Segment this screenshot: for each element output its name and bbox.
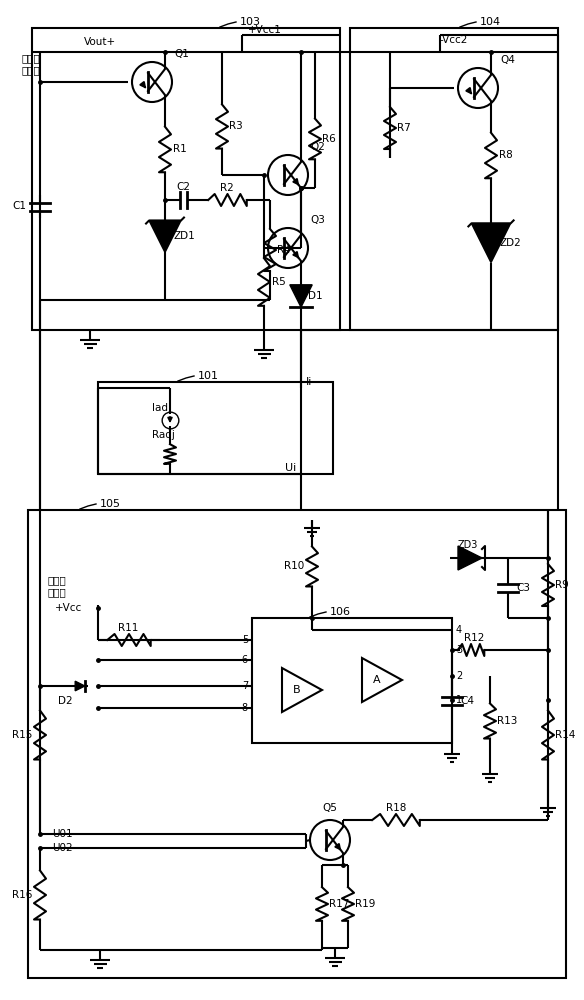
Bar xyxy=(252,618,452,743)
Text: R15: R15 xyxy=(12,730,32,740)
Bar xyxy=(350,28,558,330)
Text: 1: 1 xyxy=(456,695,462,705)
Text: U01: U01 xyxy=(52,829,72,839)
Text: R10: R10 xyxy=(284,561,304,571)
Text: C4: C4 xyxy=(460,696,474,706)
Text: 5: 5 xyxy=(242,635,248,645)
Bar xyxy=(98,382,333,474)
Text: Q3: Q3 xyxy=(310,215,325,225)
Text: 104: 104 xyxy=(480,17,501,27)
Text: R8: R8 xyxy=(499,150,513,160)
Text: D1: D1 xyxy=(308,291,322,301)
Text: Vout+: Vout+ xyxy=(84,37,116,47)
Text: 103: 103 xyxy=(240,17,261,27)
Text: 4: 4 xyxy=(456,625,462,635)
Text: Ui: Ui xyxy=(285,463,296,473)
Bar xyxy=(28,510,566,978)
Text: R17: R17 xyxy=(329,899,349,909)
Text: 2: 2 xyxy=(456,671,463,681)
Text: 7: 7 xyxy=(242,681,248,691)
Text: R14: R14 xyxy=(555,730,575,740)
Text: R3: R3 xyxy=(229,121,243,131)
Text: U02: U02 xyxy=(52,843,72,853)
Text: ZD2: ZD2 xyxy=(499,238,521,248)
Text: 101: 101 xyxy=(198,371,219,381)
Text: +Vcc: +Vcc xyxy=(55,603,82,613)
Text: R13: R13 xyxy=(497,716,517,726)
Text: ZD1: ZD1 xyxy=(173,231,194,241)
Text: Radj: Radj xyxy=(152,430,175,440)
Text: R16: R16 xyxy=(12,890,32,900)
Text: 流电源: 流电源 xyxy=(22,65,41,75)
Polygon shape xyxy=(290,285,312,307)
Text: 106: 106 xyxy=(330,607,351,617)
Text: Iadj: Iadj xyxy=(152,403,171,413)
Text: R1: R1 xyxy=(173,144,187,154)
Text: R2: R2 xyxy=(220,183,234,193)
Text: Q5: Q5 xyxy=(322,803,338,813)
Text: A: A xyxy=(373,675,381,685)
Text: Ii: Ii xyxy=(306,377,312,387)
Text: R4: R4 xyxy=(277,245,291,255)
Text: 8: 8 xyxy=(242,703,248,713)
Text: D2: D2 xyxy=(58,696,72,706)
Text: -Vcc2: -Vcc2 xyxy=(440,35,468,45)
Text: 来自整: 来自整 xyxy=(22,53,41,63)
Text: R7: R7 xyxy=(397,123,411,133)
Text: R18: R18 xyxy=(386,803,406,813)
Text: R9: R9 xyxy=(555,580,569,590)
Text: 105: 105 xyxy=(100,499,121,509)
Text: C1: C1 xyxy=(12,201,26,211)
Text: Q4: Q4 xyxy=(500,55,515,65)
Text: C3: C3 xyxy=(516,583,530,593)
Text: +Vcc1: +Vcc1 xyxy=(248,25,282,35)
Text: R11: R11 xyxy=(118,623,138,633)
Text: R5: R5 xyxy=(272,277,286,287)
Polygon shape xyxy=(458,546,482,570)
Bar xyxy=(32,28,340,330)
Text: C2: C2 xyxy=(176,182,190,192)
Text: 流电源: 流电源 xyxy=(48,587,67,597)
Text: 来自整: 来自整 xyxy=(48,575,67,585)
Polygon shape xyxy=(471,223,510,263)
Text: 3: 3 xyxy=(456,645,462,655)
Polygon shape xyxy=(75,681,85,691)
Text: ZD3: ZD3 xyxy=(458,540,478,550)
Text: R19: R19 xyxy=(355,899,376,909)
Text: 6: 6 xyxy=(242,655,248,665)
Polygon shape xyxy=(149,221,181,252)
Text: B: B xyxy=(293,685,301,695)
Text: Q2: Q2 xyxy=(310,142,325,152)
Text: R12: R12 xyxy=(464,633,484,643)
Text: Q1: Q1 xyxy=(174,49,189,59)
Text: R6: R6 xyxy=(322,134,336,144)
